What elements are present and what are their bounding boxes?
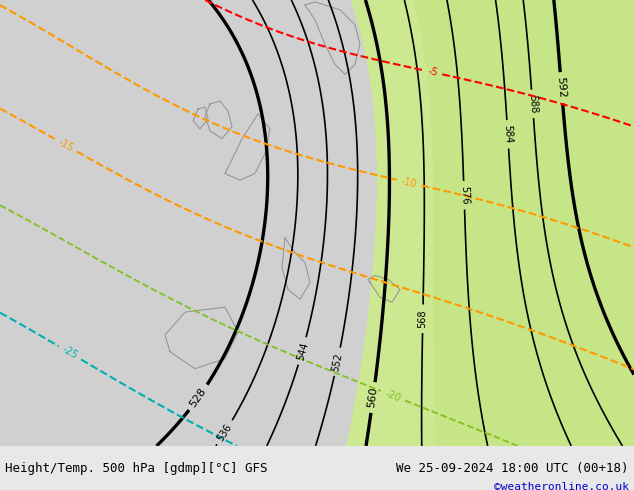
Text: 552: 552	[330, 351, 344, 372]
Text: -5: -5	[427, 66, 438, 78]
Text: ©weatheronline.co.uk: ©weatheronline.co.uk	[494, 482, 629, 490]
Text: 576: 576	[459, 186, 469, 205]
Text: Height/Temp. 500 hPa [gdmp][°C] GFS: Height/Temp. 500 hPa [gdmp][°C] GFS	[5, 462, 268, 475]
Text: -15: -15	[56, 137, 75, 153]
Text: 528: 528	[188, 386, 209, 409]
Text: -10: -10	[401, 176, 418, 189]
Text: 588: 588	[527, 94, 538, 114]
Text: 584: 584	[502, 125, 514, 144]
Text: 560: 560	[366, 387, 379, 409]
Text: 544: 544	[295, 341, 309, 361]
Text: 592: 592	[555, 77, 567, 99]
Text: 536: 536	[216, 422, 234, 443]
Text: 568: 568	[418, 309, 428, 328]
Text: -20: -20	[384, 388, 402, 403]
Text: -25: -25	[60, 344, 79, 361]
Text: We 25-09-2024 18:00 UTC (00+18): We 25-09-2024 18:00 UTC (00+18)	[396, 462, 629, 475]
